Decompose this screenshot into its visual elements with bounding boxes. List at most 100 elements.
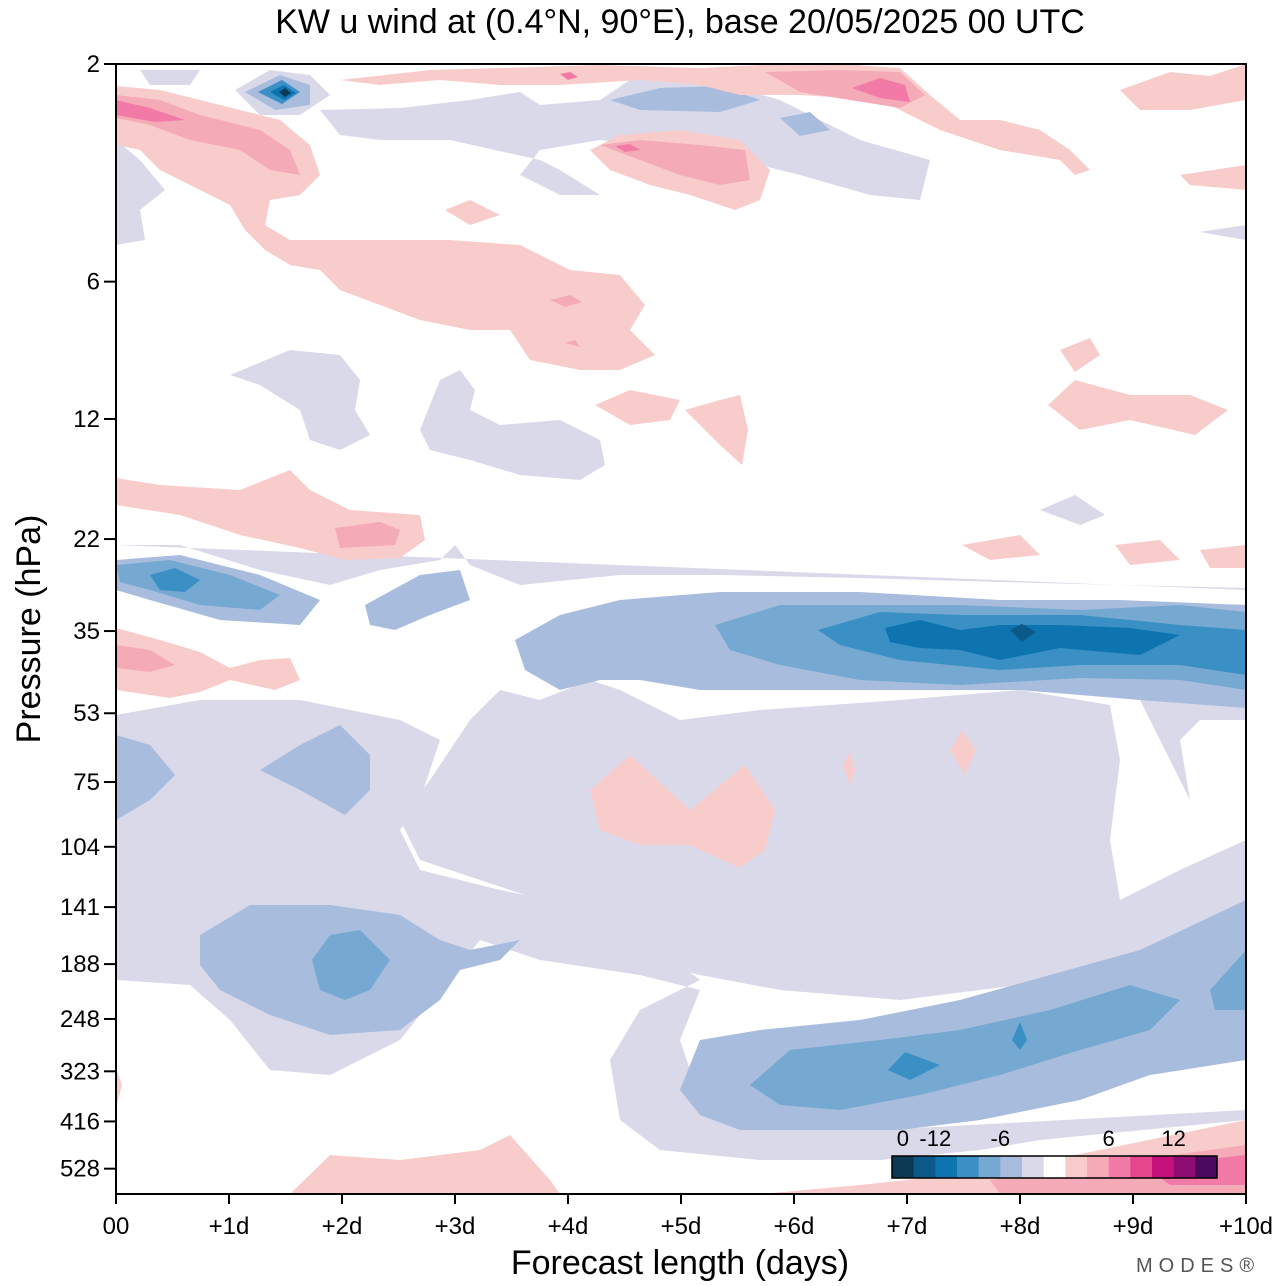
contour-positive-small-a [843,752,855,785]
colorbar-swatch [1087,1156,1110,1178]
x-tick-label: +6d [774,1213,815,1240]
contour-positive-right-b [1048,380,1228,435]
contour-negative-right-b [1200,225,1246,240]
contour-negative-stratosphere-a [230,350,370,450]
contour-negative-right-edge [1210,950,1246,1010]
contour-positive-top-center-core [600,140,750,185]
brand-logo: MODES® [1136,1255,1260,1277]
contour-positive-strat-core [335,522,400,548]
contour-positive-top-right-a [1120,64,1246,110]
y-tick-label: 75 [73,769,100,796]
colorbar-swatch [1130,1156,1153,1178]
colorbar-swatch [913,1156,936,1178]
colorbar-swatch [1173,1156,1196,1178]
colorbar-swatch [1195,1156,1218,1178]
contour-field [116,64,1246,1194]
contour-negative-lower-block [116,700,1246,1160]
contour-negative-stratosphere-b [420,370,605,480]
contour-positive-upper-small-a [550,295,582,307]
contour-positive-right-e [1200,545,1246,568]
x-tick-label: 00 [103,1213,130,1240]
contour-positive-top-right-b [1180,165,1246,190]
colorbar-swatch [957,1156,980,1178]
contour-positive-right-d [1115,540,1180,565]
x-tick-label: +1d [209,1213,250,1240]
contour-negative-mid-left [116,735,175,820]
y-tick-label: 12 [73,406,100,433]
contour-negative-upper-mid [365,570,470,630]
contour-negative-lower-right-strong [888,1052,940,1080]
contour-negative-upper-left-strong [150,568,200,592]
colorbar-tick-label: -6 [991,1126,1011,1151]
x-tick-label: +8d [1000,1213,1041,1240]
colorbar-swatch [1152,1156,1175,1178]
contour-positive-left-edge [116,1068,122,1108]
x-tick-label: +7d [887,1213,928,1240]
y-axis-label: Pressure (hPa) [10,515,48,744]
contour-positive-small-b [950,730,976,775]
x-tick-label: +9d [1113,1213,1154,1240]
colorbar-swatch [1108,1156,1131,1178]
contour-negative-right-a [1040,495,1105,525]
y-tick-label: 6 [87,269,100,296]
contour-negative-lower-right-dot [1012,1022,1027,1050]
contour-negative-mid-center [260,725,370,815]
contour-positive-upper-small [445,200,500,225]
contour-positive-mid-trop [590,755,775,868]
contour-negative-jet-strong [885,620,1180,660]
chart-title: KW u wind at (0.4°N, 90°E), base 20/05/2… [275,3,1085,41]
contour-positive-bottom-left [290,1135,560,1194]
contour-positive-right-c [962,535,1040,560]
colorbar-swatch [1022,1156,1045,1178]
contour-positive-top-left-strong [116,100,185,122]
colorbar-tick-label: 12 [1161,1126,1185,1151]
y-tick-label: 248 [60,1006,100,1033]
y-tick-label: 416 [60,1108,100,1135]
colorbar-swatch [1043,1156,1066,1178]
contour-positive-mid-b [685,395,748,465]
colorbar-swatch [892,1156,915,1178]
colorbar: -12 -6 0 6 12 [891,1126,1218,1179]
x-tick-label: +5d [661,1213,702,1240]
contour-positive-right-a [1060,338,1100,372]
colorbar-tick-label: 0 [897,1126,909,1151]
contour-negative-top-f [780,112,830,136]
x-axis: 00 +1d +2d +3d +4d +5d +6d +7d +8d +9d +10d [103,1194,1273,1240]
x-tick-label: +10d [1219,1213,1273,1240]
contour-positive-upper-small-b [565,340,580,347]
x-tick-label: +2d [322,1213,363,1240]
colorbar-swatch [978,1156,1001,1178]
x-tick-label: +3d [435,1213,476,1240]
colorbar-swatch [1065,1156,1088,1178]
contour-positive-top-right-strong [852,78,910,102]
contour-negative-jet-min [1010,624,1036,642]
y-tick-label: 53 [73,700,100,727]
contour-negative-lower-left-core [312,930,390,1000]
y-tick-label: 2 [87,51,100,78]
contour-negative-top-min [279,88,291,97]
y-tick-label: 188 [60,951,100,978]
colorbar-swatch [935,1156,958,1178]
y-tick-label: 22 [73,526,100,553]
colorbar-tick-label: -12 [919,1126,951,1151]
contour-negative-top-d [610,86,760,112]
y-tick-label: 104 [60,834,100,861]
y-axis: 2 6 12 22 35 53 75 104 141 188 248 323 416 528 [60,51,116,1183]
contour-positive-upper-trop-core [116,645,175,672]
y-tick-label: 141 [60,894,100,921]
x-axis-label: Forecast length (days) [511,1244,849,1282]
y-tick-label: 323 [60,1058,100,1085]
contour-negative-left [116,140,165,245]
colorbar-swatch [1000,1156,1023,1178]
y-tick-label: 35 [73,618,100,645]
contour-positive-top-small [560,72,578,80]
x-tick-label: +4d [548,1213,589,1240]
contour-negative-top-c [140,70,200,85]
colorbar-frame [891,1155,1218,1179]
contour-negative-lower-right-core [750,985,1180,1110]
contour-positive-top-center-strong [615,144,640,152]
contour-negative-upper-left-core [116,560,280,610]
contour-positive-upper-trop-left [116,628,300,698]
contour-positive-mid-a [595,390,680,425]
